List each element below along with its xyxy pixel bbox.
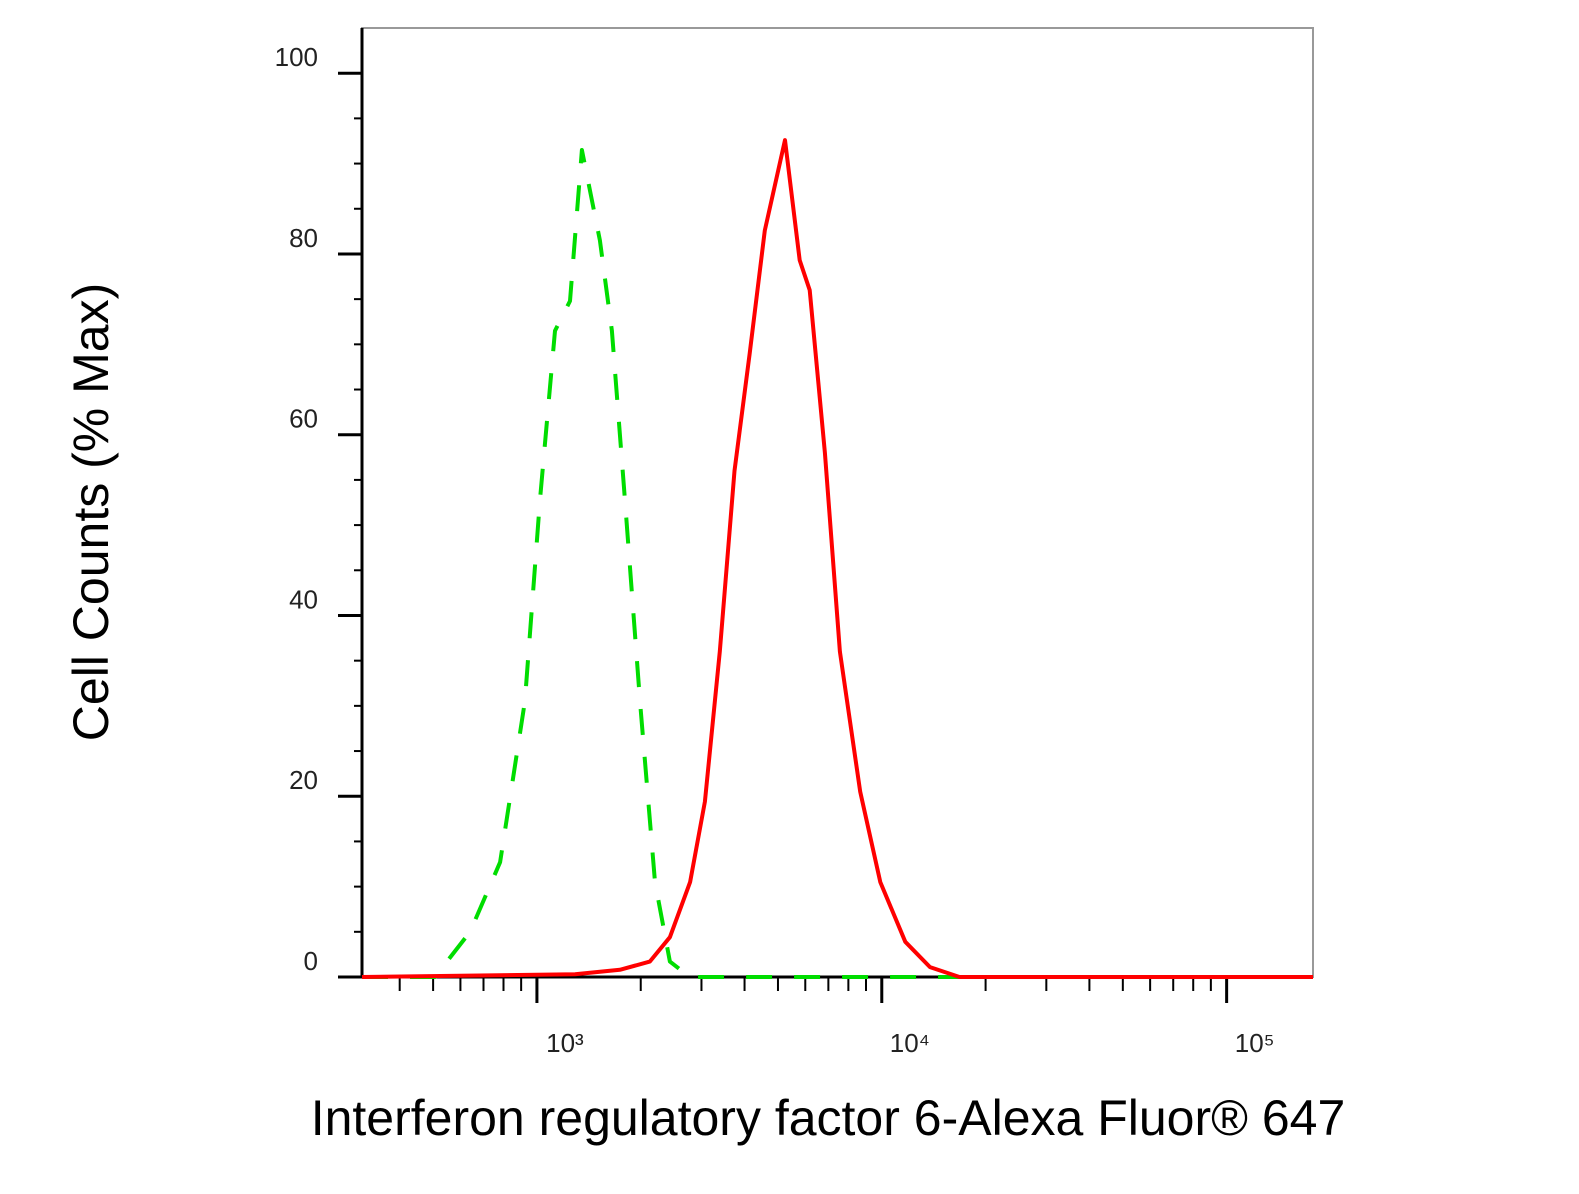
y-tick-label: 40 (289, 584, 318, 614)
histogram-line (361, 138, 1313, 979)
y-tick-label: 0 (304, 946, 318, 976)
y-tick-label: 100 (275, 42, 318, 72)
x-tick-label: 10⁴ (890, 1028, 930, 1058)
y-tick-label: 80 (289, 223, 318, 253)
histogram-line (362, 148, 1313, 979)
y-axis-title: Cell Counts (% Max) (63, 283, 119, 741)
plot-frame (361, 27, 1314, 978)
y-tick-label: 60 (289, 404, 318, 434)
x-tick-label: 10³ (546, 1028, 584, 1058)
x-tick-label: 10⁵ (1235, 1028, 1275, 1058)
y-tick-label: 20 (289, 765, 318, 795)
x-axis-title: Interferon regulatory factor 6-Alexa Flu… (311, 1090, 1346, 1146)
